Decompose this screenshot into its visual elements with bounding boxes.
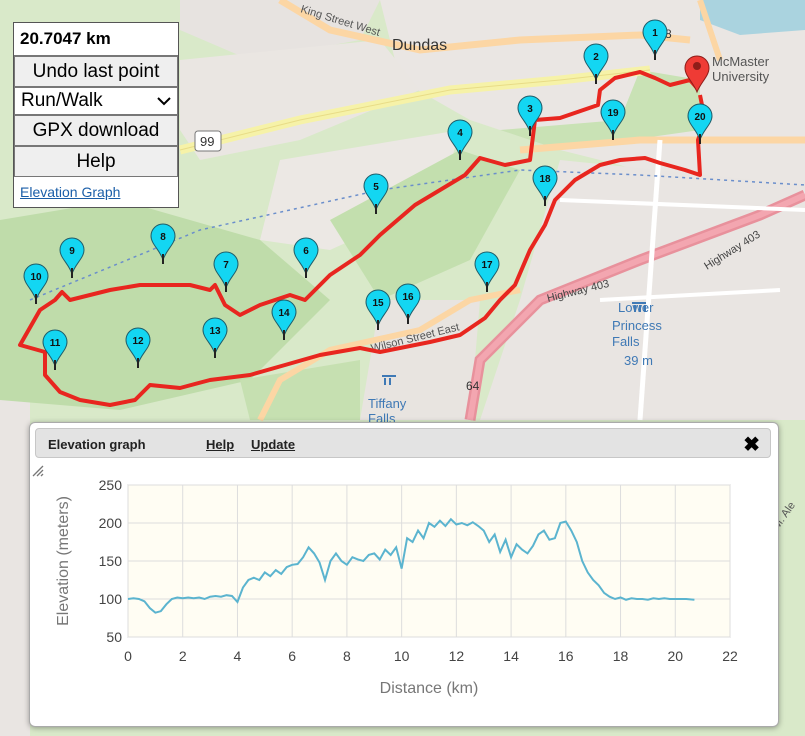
waypoint-label: 13 <box>209 326 221 337</box>
waypoint-pin-3-icon[interactable]: 3 <box>517 95 543 136</box>
mode-select-value: Run/Walk <box>21 90 103 111</box>
route-control-panel: 20.7047 km Undo last point Run/Walk GPX … <box>13 22 179 208</box>
waypoint-pin-14-icon[interactable]: 14 <box>271 299 297 340</box>
elevation-update-link[interactable]: Update <box>251 437 296 452</box>
x-tick-label: 2 <box>179 648 187 664</box>
waypoint-label: 15 <box>372 298 384 309</box>
gpx-download-button[interactable]: GPX download <box>14 115 178 146</box>
elevation-series-line <box>127 517 695 614</box>
distance-readout: 20.7047 km <box>14 23 178 56</box>
waypoint-pin-12-icon[interactable]: 12 <box>125 327 151 368</box>
svg-text:8: 8 <box>665 27 672 41</box>
elevation-help-link[interactable]: Help <box>206 437 235 452</box>
waypoint-pin-7-icon[interactable]: 7 <box>213 251 239 292</box>
waypoint-label: 20 <box>694 112 706 123</box>
waypoint-label: 10 <box>30 272 42 283</box>
elevation-graph-window: Elevation graph Help Update ✖ 0 2 4 6 8 10 12 1… <box>29 422 779 727</box>
svg-text:99: 99 <box>200 134 214 149</box>
map-label-falls-height: 39 m <box>624 353 653 368</box>
waypoint-label: 11 <box>50 338 61 349</box>
end-marker-icon[interactable] <box>684 55 710 94</box>
x-tick-label: 4 <box>234 648 242 664</box>
waypoint-pin-2-icon[interactable]: 2 <box>583 43 609 84</box>
waypoint-pin-6-icon[interactable]: 6 <box>293 237 319 278</box>
x-tick-label: 16 <box>558 648 574 664</box>
waypoint-label: 18 <box>539 174 551 185</box>
mode-select[interactable]: Run/Walk <box>14 87 178 115</box>
waypoint-pin-4-icon[interactable]: 4 <box>447 119 473 160</box>
chevron-down-icon <box>157 90 171 112</box>
waypoint-pin-18-icon[interactable]: 18 <box>532 165 558 206</box>
x-tick-label: 18 <box>613 648 629 664</box>
map-label-lower-princess-full: Princess Falls <box>612 318 662 349</box>
waypoint-label: 4 <box>457 128 463 139</box>
map-label-mcmaster: McMaster University <box>712 54 770 84</box>
x-tick-label: 0 <box>124 648 132 664</box>
waypoint-label: 2 <box>593 52 599 63</box>
x-tick-label: 12 <box>449 648 465 664</box>
waypoint-pin-13-icon[interactable]: 13 <box>202 317 228 358</box>
elevation-chart: 0 2 4 6 8 10 12 14 16 18 20 22 50 100 150 200 250 Distanc… <box>55 477 738 697</box>
elevation-window-title: Elevation graph <box>48 437 146 452</box>
waterfall-icon-tiffany <box>382 375 396 385</box>
waypoint-label: 3 <box>527 104 533 115</box>
waypoint-pin-15-icon[interactable]: 15 <box>365 289 391 330</box>
waypoint-pin-9-icon[interactable]: 9 <box>59 237 85 278</box>
y-tick-label: 50 <box>106 629 122 645</box>
route-shield-8: 8 <box>665 27 672 41</box>
waypoint-label: 1 <box>652 28 658 39</box>
y-axis-label: Elevation (meters) <box>55 496 72 626</box>
resize-grip-icon[interactable] <box>30 463 44 477</box>
waypoint-pin-19-icon[interactable]: 19 <box>600 99 626 140</box>
y-tick-label: 250 <box>99 477 123 493</box>
waypoint-pin-5-icon[interactable]: 5 <box>363 173 389 214</box>
route-line <box>18 70 707 407</box>
waypoint-pin-10-icon[interactable]: 10 <box>23 263 49 304</box>
elevation-window-titlebar[interactable]: Elevation graph Help Update ✖ <box>35 428 771 458</box>
x-tick-label: 8 <box>343 648 351 664</box>
help-button[interactable]: Help <box>14 146 178 177</box>
waterfall-icon <box>632 302 646 312</box>
x-axis-label: Distance (km) <box>380 680 479 697</box>
y-tick-label: 150 <box>99 553 123 569</box>
y-tick-label: 200 <box>99 515 123 531</box>
waypoint-pin-8-icon[interactable]: 8 <box>150 223 176 264</box>
waypoint-label: 12 <box>132 336 144 347</box>
waypoint-label: 9 <box>69 246 75 257</box>
waypoint-label: 6 <box>303 246 309 257</box>
elevation-graph-link[interactable]: Elevation Graph <box>20 184 121 200</box>
waypoint-label: 5 <box>373 182 379 193</box>
waypoint-label: 8 <box>160 232 166 243</box>
x-tick-label: 10 <box>394 648 410 664</box>
waypoint-pin-11-icon[interactable]: 11 <box>42 329 68 370</box>
x-tick-label: 6 <box>288 648 296 664</box>
undo-last-point-button[interactable]: Undo last point <box>14 56 178 87</box>
waypoint-pin-1-icon[interactable]: 1 <box>642 19 668 60</box>
close-icon[interactable]: ✖ <box>743 434 760 456</box>
waypoint-label: 7 <box>223 260 229 271</box>
waypoint-pin-20-icon[interactable]: 20 <box>687 103 713 144</box>
y-tick-label: 100 <box>99 591 123 607</box>
x-tick-label: 20 <box>667 648 683 664</box>
svg-text:64: 64 <box>466 379 480 393</box>
waypoint-label: 14 <box>278 308 290 319</box>
waypoint-pin-16-icon[interactable]: 16 <box>395 283 421 324</box>
route-shield-99: 99 <box>194 130 222 152</box>
waypoint-label: 19 <box>607 108 619 119</box>
waypoint-pin-17-icon[interactable]: 17 <box>474 251 500 292</box>
waypoint-label: 16 <box>402 292 414 303</box>
x-tick-label: 22 <box>722 648 738 664</box>
route-shield-64: 64 <box>466 379 480 393</box>
map-label-dundas: Dundas <box>392 37 447 54</box>
waypoint-label: 17 <box>481 260 493 271</box>
x-tick-label: 14 <box>503 648 519 664</box>
